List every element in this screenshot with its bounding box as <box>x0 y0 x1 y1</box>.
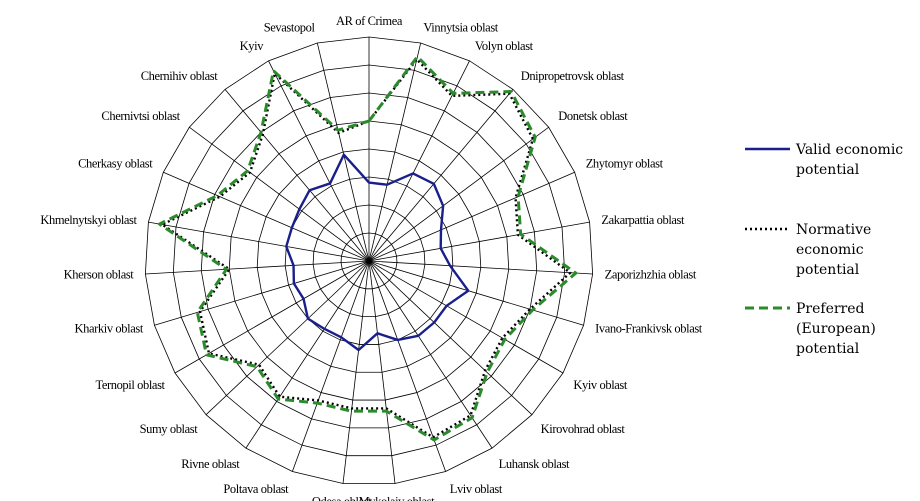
category-labels: AR of Crimea Vinnytsia oblast Volyn oblast… <box>40 14 703 501</box>
category-label: Sumy oblast <box>140 422 199 436</box>
radar-series <box>157 55 578 442</box>
grid-spoke <box>268 60 370 262</box>
series-line <box>157 55 578 442</box>
legend-label-normative-line1: Normative <box>796 222 871 238</box>
grid-ring <box>256 148 482 373</box>
grid-spoke <box>245 260 370 449</box>
grid-spoke <box>368 260 584 326</box>
grid-spoke <box>368 89 514 262</box>
category-label: Sevastopol <box>264 20 316 34</box>
category-label: Kherson oblast <box>64 268 135 282</box>
category-label: Ternopil oblast <box>95 378 165 392</box>
category-label: Kirovohrad oblast <box>541 422 626 436</box>
legend-item-preferred: Preferred (European) potential <box>745 301 876 357</box>
grid-spoke <box>368 260 564 374</box>
grid-spoke <box>174 260 370 374</box>
category-label: Kyiv oblast <box>573 378 628 392</box>
legend-item-normative: Normative economic potential <box>745 222 871 278</box>
grid-spoke <box>342 260 370 484</box>
legend: Valid economic potential Normative econo… <box>745 142 903 357</box>
grid-spoke <box>368 260 396 484</box>
series-2 <box>157 55 578 442</box>
grid-spoke <box>368 126 549 262</box>
category-label: Vinnytsia oblast <box>423 20 498 34</box>
grid-spoke <box>148 221 370 262</box>
category-label: Kyiv <box>240 39 265 53</box>
grid-ring <box>144 36 594 484</box>
category-label: Zaporizhzhia oblast <box>605 268 697 282</box>
grid-spoke <box>163 171 370 262</box>
category-label: Odesa oblast <box>312 494 372 501</box>
grid-spoke <box>316 42 370 262</box>
legend-label-preferred-line3: potential <box>796 341 860 357</box>
category-label: Chernivtsi oblast <box>101 109 180 123</box>
legend-label-preferred-line1: Preferred <box>796 301 865 317</box>
grid-ring <box>200 92 538 429</box>
grid-ring <box>228 120 510 401</box>
category-label: Rivne oblast <box>181 457 240 471</box>
category-label: AR of Crimea <box>336 14 403 28</box>
grid-spoke <box>205 260 370 416</box>
legend-label-preferred-line2: (European) <box>796 321 876 337</box>
category-label: Mykolaiv oblast <box>359 494 436 501</box>
category-label: Chernihiv oblast <box>141 69 219 83</box>
grid-spoke <box>154 260 370 326</box>
category-label: Khmelnytskyi oblast <box>40 213 137 227</box>
legend-label-valid-line1: Valid economic <box>795 142 903 158</box>
category-label: Lviv oblast <box>450 482 503 496</box>
grid-spoke <box>368 260 533 416</box>
series-0 <box>285 153 470 352</box>
category-label: Luhansk oblast <box>499 457 570 471</box>
grid-spoke <box>224 89 370 262</box>
grid-spoke <box>368 221 590 262</box>
category-label: Zakarpattia oblast <box>601 213 685 227</box>
category-label: Poltava oblast <box>223 482 289 496</box>
grid-spoke <box>292 260 370 472</box>
grid-ring <box>340 232 398 290</box>
series-line <box>285 153 470 352</box>
legend-label-valid-line2: potential <box>796 162 860 178</box>
category-label: Donetsk oblast <box>558 109 628 123</box>
grid-ring <box>312 204 426 318</box>
legend-item-valid: Valid economic potential <box>745 142 903 178</box>
grid-spoke <box>189 126 370 262</box>
grid-spoke <box>368 60 470 262</box>
legend-label-normative-line3: potential <box>796 262 860 278</box>
grid-spoke <box>145 260 370 275</box>
radar-grid <box>144 36 594 484</box>
category-label: Volyn oblast <box>475 39 534 53</box>
category-label: Ivano-Frankivsk oblast <box>595 322 703 336</box>
grid-ring <box>172 64 566 457</box>
legend-label-normative-line2: economic <box>796 242 864 258</box>
category-label: Zhytomyr oblast <box>586 157 664 171</box>
category-label: Cherkasy oblast <box>78 157 153 171</box>
grid-spoke <box>368 42 422 262</box>
category-label: Kharkiv oblast <box>75 322 144 336</box>
grid-spoke <box>368 260 593 275</box>
category-label: Dnipropetrovsk oblast <box>521 69 625 83</box>
grid-spoke <box>368 171 575 262</box>
